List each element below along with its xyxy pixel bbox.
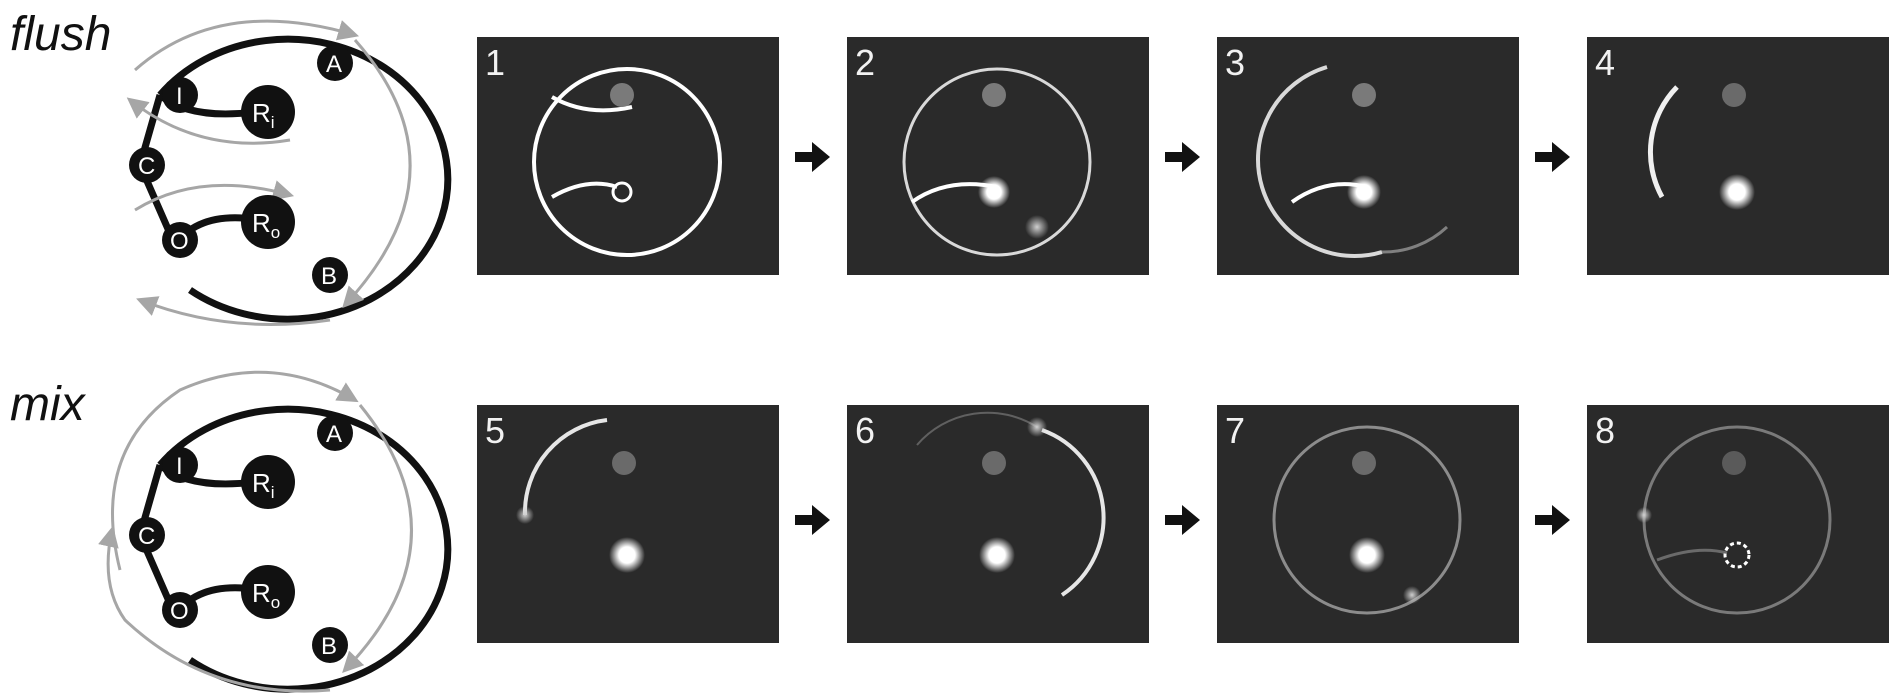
channel-ring xyxy=(1647,85,1679,199)
video-frame: 1 xyxy=(477,37,779,275)
circuit-schematic: Ri Ro A I C O B xyxy=(126,19,452,326)
svg-text:B: B xyxy=(321,263,337,290)
right-arrow-icon xyxy=(1165,142,1200,172)
node-B: B xyxy=(312,627,348,663)
channel-ring xyxy=(1272,425,1462,615)
svg-text:C: C xyxy=(138,153,155,180)
video-frame: 6 xyxy=(847,405,1149,643)
svg-text:I: I xyxy=(176,83,183,110)
reservoir-output: Ro xyxy=(241,195,295,249)
node-A: A xyxy=(317,415,353,451)
frame-number: 6 xyxy=(855,410,875,451)
node-I: I xyxy=(162,447,198,483)
svg-text:O: O xyxy=(170,598,189,625)
video-frame: 5 xyxy=(477,405,779,643)
channel-ring xyxy=(902,67,1092,257)
frame-number: 5 xyxy=(485,410,505,451)
flow-arrows xyxy=(126,19,412,326)
frame-number: 4 xyxy=(1595,42,1615,83)
row-title: flush xyxy=(10,8,111,61)
video-frame: 7 xyxy=(1217,405,1519,643)
row-mix: mix Ri Ro A I C O B xyxy=(10,370,1889,693)
channel-ring xyxy=(522,418,608,516)
row-title: mix xyxy=(10,378,87,431)
reservoir-output: Ro xyxy=(241,565,295,619)
channel-ring xyxy=(1041,428,1106,597)
frame-number: 2 xyxy=(855,42,875,83)
frame-number: 7 xyxy=(1225,410,1245,451)
right-arrow-icon xyxy=(1535,505,1570,535)
svg-text:I: I xyxy=(176,453,183,480)
right-arrow-icon xyxy=(795,505,830,535)
row-flush: flush Ri Ro xyxy=(10,8,1889,326)
node-I: I xyxy=(162,77,198,113)
node-A: A xyxy=(317,45,353,81)
node-B: B xyxy=(312,257,348,293)
frame-number: 3 xyxy=(1225,42,1245,83)
svg-text:Ro: Ro xyxy=(252,208,280,242)
svg-text:A: A xyxy=(326,421,342,448)
circuit-schematic: Ri Ro A I C O B xyxy=(98,370,452,693)
svg-text:B: B xyxy=(321,633,337,660)
svg-text:A: A xyxy=(326,51,342,78)
node-C: C xyxy=(129,147,165,183)
right-arrow-icon xyxy=(1535,142,1570,172)
video-frame: 3 xyxy=(1217,37,1519,275)
channel-ring xyxy=(1256,65,1383,258)
channel-ring xyxy=(532,67,722,257)
node-O: O xyxy=(162,222,198,258)
svg-text:Ro: Ro xyxy=(252,578,280,612)
flow-arrows xyxy=(98,370,413,693)
frame-number: 1 xyxy=(485,42,505,83)
reservoir-input: Ri xyxy=(241,85,295,139)
node-C: C xyxy=(129,517,165,553)
frame-number: 8 xyxy=(1595,410,1615,451)
reservoir-input: Ri xyxy=(241,455,295,509)
svg-text:Ri: Ri xyxy=(252,98,275,132)
video-frame: 2 xyxy=(847,37,1149,275)
video-frame: 4 xyxy=(1587,37,1889,275)
svg-text:O: O xyxy=(170,228,189,255)
right-arrow-icon xyxy=(1165,505,1200,535)
node-O: O xyxy=(162,592,198,628)
right-arrow-icon xyxy=(795,142,830,172)
svg-text:C: C xyxy=(138,523,155,550)
svg-text:Ri: Ri xyxy=(252,468,275,502)
video-frame: 8 xyxy=(1587,405,1889,643)
